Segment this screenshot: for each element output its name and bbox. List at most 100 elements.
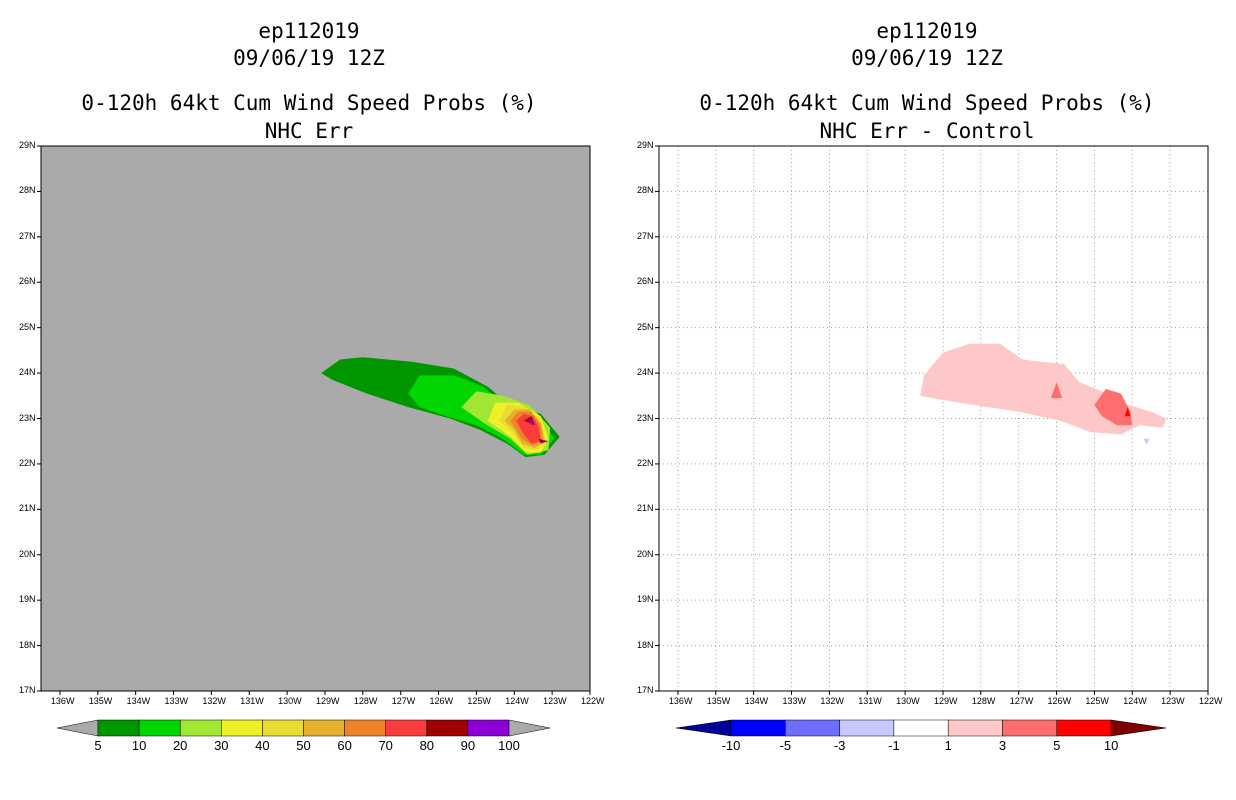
right-colorbar-label: -5 [779, 738, 792, 753]
left-colorbar-label: 40 [255, 738, 270, 753]
left-xtick-label: 125W [467, 696, 491, 706]
left-xtick-label: 124W [505, 696, 529, 706]
left-colorbar-box [344, 719, 386, 737]
right-colorbar-label: 3 [998, 738, 1007, 753]
left-xtick-label: 128W [353, 696, 378, 706]
left-xtick-label: 130W [278, 696, 302, 706]
left-colorbar-label: 20 [172, 738, 188, 753]
right-ytick-label: 19N [637, 594, 654, 605]
left-colorbar-label: 50 [296, 738, 311, 753]
right-ytick-label: 24N [637, 367, 654, 378]
left-ytick-label: 20N [19, 548, 36, 559]
right-xtick-label: 127W [1009, 696, 1034, 706]
left-contour-level-90-9 [528, 419, 534, 426]
left-colorbar-box [262, 719, 304, 737]
right-title-line-2: 09/06/19 12Z [851, 46, 1003, 70]
left-ytick-label: 27N [19, 230, 36, 241]
left-xtick-label: 135W [88, 696, 113, 706]
right-colorbar-label: 10 [1103, 738, 1119, 753]
left-xtick-label: 132W [202, 696, 226, 706]
right-colorbar-box [893, 719, 949, 737]
right-colorbar-box [1002, 719, 1058, 737]
left-colorbar-box [97, 719, 140, 737]
right-title-line-4: NHC Err - Control [819, 119, 1035, 143]
right-xtick-label: 136W [668, 696, 693, 706]
right-ytick-label: 26N [637, 276, 654, 287]
left-ytick-label: 19N [19, 594, 36, 605]
left-colorbar-box [221, 719, 263, 737]
right-colorbar-high-arrow [1110, 719, 1167, 737]
right-colorbar-box [785, 719, 840, 737]
left-ytick-label: 26N [19, 276, 36, 287]
right-colorbar-box [839, 719, 895, 737]
left-ytick-label: 24N [19, 367, 36, 378]
right-xtick-label: 123W [1161, 696, 1185, 706]
right-colorbar-box [1056, 719, 1112, 737]
right-xtick-label: 135W [706, 696, 731, 706]
left-title-line-3: 0-120h 64kt Cum Wind Speed Probs (%) [81, 91, 537, 115]
right-xtick-label: 126W [1047, 696, 1072, 706]
left-ytick-label: 18N [19, 639, 36, 650]
left-ytick-label: 22N [19, 457, 36, 468]
right-ytick-label: 18N [637, 639, 654, 650]
left-title-line-4: NHC Err [264, 119, 354, 143]
right-xtick-label: 131W [858, 696, 882, 706]
left-colorbar-low-arrow [56, 719, 99, 737]
right-xtick-label: 132W [820, 696, 844, 706]
left-xtick-label: 129W [315, 696, 340, 706]
right-colorbar-box [947, 719, 1003, 737]
left-contour-level-70-7 [516, 414, 541, 444]
right-ytick-label: 27N [637, 230, 654, 241]
left-xtick-label: 122W [581, 696, 605, 706]
left-colorbar-box [426, 719, 469, 737]
right-xtick-label: 129W [933, 696, 958, 706]
left-colorbar-label: 90 [460, 738, 476, 753]
left-ytick-label: 28N [19, 185, 36, 196]
right-ytick-label: 17N [637, 685, 654, 695]
left-colorbar-box [179, 719, 222, 737]
right-ytick-label: 22N [637, 457, 654, 468]
left-xtick-label: 136W [50, 696, 75, 706]
right-colorbar-box [730, 719, 786, 737]
left-xtick-label: 123W [543, 696, 567, 706]
left-colorbar-label: 70 [378, 738, 393, 753]
right-xtick-label: 134W [744, 696, 769, 706]
right-colorbar-label: -10 [721, 738, 741, 753]
left-colorbar-box [138, 719, 181, 737]
right-contour-level--1-4 [1143, 438, 1150, 445]
right-xtick-label: 125W [1085, 696, 1109, 706]
left-xtick-label: 131W [240, 696, 264, 706]
right-colorbar-label: 5 [1053, 738, 1061, 753]
right-ytick-label: 21N [637, 503, 654, 514]
left-title-line-1: ep112019 [258, 19, 360, 43]
right-ytick-label: 29N [637, 140, 654, 150]
right-colorbar-label: -3 [833, 738, 846, 753]
left-xtick-label: 126W [429, 696, 454, 706]
left-colorbar-label: 30 [214, 738, 229, 753]
left-xtick-label: 127W [391, 696, 416, 706]
right-contour-level-3-1 [1094, 389, 1133, 426]
left-colorbar-box [303, 719, 345, 737]
left-title-line-2: 09/06/19 12Z [233, 46, 385, 70]
right-contour-level-5-3 [1124, 407, 1131, 417]
left-colorbar-label: 100 [498, 738, 520, 753]
right-colorbar-label: -1 [888, 738, 900, 753]
left-ytick-label: 25N [19, 321, 36, 332]
right-xtick-label: 130W [896, 696, 920, 706]
left-colorbar-high-arrow [508, 719, 551, 737]
left-colorbar-box [467, 719, 510, 737]
right-xtick-label: 122W [1199, 696, 1223, 706]
right-title-line-1: ep112019 [876, 19, 978, 43]
right-title-line-3: 0-120h 64kt Cum Wind Speed Probs (%) [699, 91, 1155, 115]
left-colorbar-label: 5 [94, 738, 102, 753]
left-ytick-label: 29N [19, 140, 36, 150]
right-ytick-label: 28N [637, 185, 654, 196]
left-contour-level-90-11 [541, 439, 547, 443]
right-ytick-label: 20N [637, 548, 654, 559]
left-colorbar-box [385, 719, 428, 737]
right-xtick-label: 124W [1123, 696, 1147, 706]
left-colorbar-label: 60 [337, 738, 352, 753]
right-ytick-label: 23N [637, 412, 654, 423]
left-xtick-label: 133W [164, 696, 189, 706]
